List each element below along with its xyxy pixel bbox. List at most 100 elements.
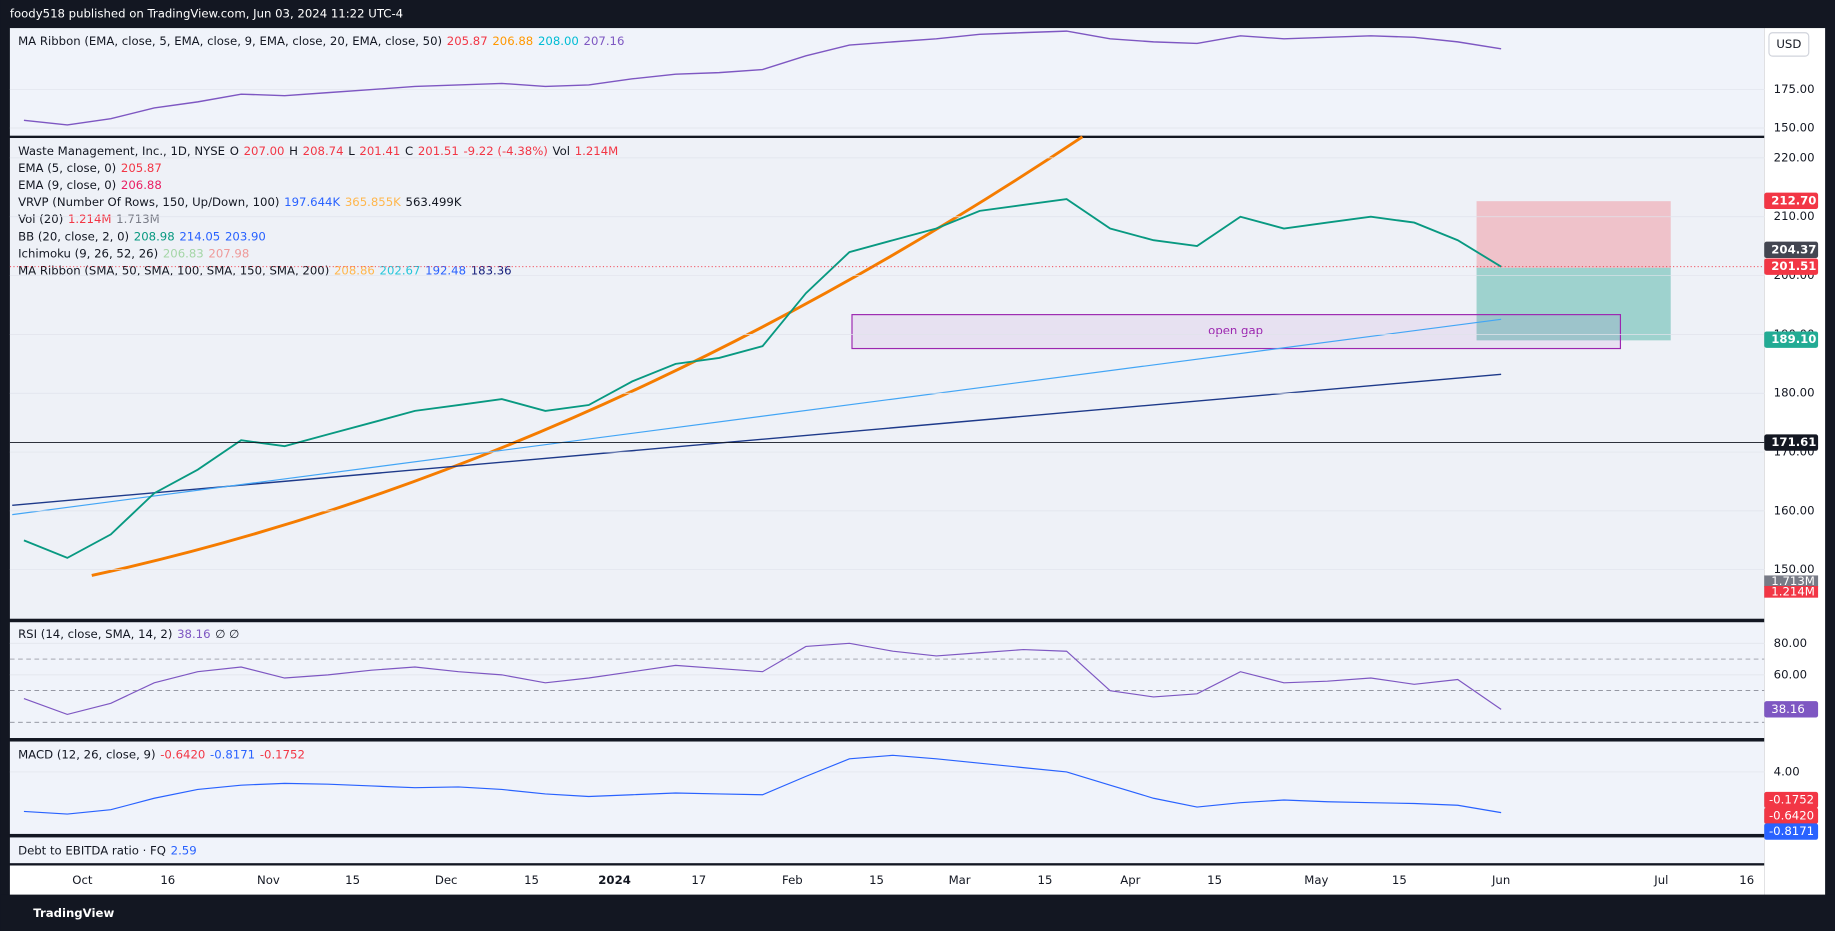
time-label: Oct bbox=[72, 873, 93, 887]
legend-part: 203.90 bbox=[225, 229, 266, 243]
time-label: 15 bbox=[345, 873, 360, 887]
volume-tag-label: 1.214M bbox=[1771, 584, 1815, 598]
legend-part: 563.499K bbox=[406, 195, 462, 209]
legend-part: 183.36 bbox=[471, 263, 512, 277]
legend-part: -0.6420 bbox=[160, 747, 205, 761]
legend-line: EMA (9, close, 0) 206.88 bbox=[18, 178, 162, 192]
legend-part: 1.214M bbox=[68, 212, 112, 226]
rsi-line bbox=[23, 642, 1502, 716]
macd-tag-label: -0.1752 bbox=[1769, 793, 1814, 807]
volume-tag bbox=[1764, 585, 1819, 598]
macd-tag bbox=[1764, 823, 1819, 840]
time-label: Jul bbox=[1653, 873, 1668, 887]
legend-part: ∅ ∅ bbox=[215, 626, 239, 640]
debt-pane bbox=[9, 837, 1765, 864]
time-label: Mar bbox=[949, 873, 971, 887]
legend-part: MA Ribbon (SMA, 50, SMA, 100, SMA, 150, … bbox=[18, 263, 329, 277]
macd-line bbox=[23, 754, 1502, 815]
legend-part: 1.214M bbox=[575, 143, 619, 157]
time-label: 16 bbox=[160, 873, 175, 887]
legend-part: -9.22 (-4.38%) bbox=[463, 143, 547, 157]
legend-part: 365.855K bbox=[345, 195, 401, 209]
y-tick-label: 60.00 bbox=[1774, 667, 1807, 681]
time-axis bbox=[9, 865, 1765, 895]
legend-part: 192.48 bbox=[425, 263, 466, 277]
price-pane bbox=[9, 138, 1765, 619]
legend-part: 206.88 bbox=[121, 178, 162, 192]
legend-part: 208.98 bbox=[134, 229, 175, 243]
legend-line: MACD (12, 26, close, 9) -0.6420 -0.8171 -0.… bbox=[18, 747, 305, 761]
legend-part: L bbox=[348, 143, 355, 157]
time-label: Jun bbox=[1491, 873, 1510, 887]
price-axis bbox=[1764, 28, 1826, 895]
time-label: May bbox=[1304, 873, 1328, 887]
legend-line: Vol (20) 1.214M 1.713M bbox=[18, 212, 160, 226]
legend-part: 207.00 bbox=[244, 143, 285, 157]
legend-line: MA Ribbon (SMA, 50, SMA, 100, SMA, 150, … bbox=[18, 263, 512, 277]
legend-part: C bbox=[405, 143, 413, 157]
price-tag bbox=[1764, 192, 1819, 210]
target-zone bbox=[1476, 267, 1671, 341]
time-label: Dec bbox=[435, 873, 458, 887]
legend-part: Ichimoku (9, 26, 52, 26) bbox=[18, 246, 158, 260]
currency-button[interactable] bbox=[1768, 32, 1810, 57]
legend-part: 207.16 bbox=[584, 33, 625, 47]
legend-part: 206.83 bbox=[163, 246, 204, 260]
legend-part: 38.16 bbox=[177, 626, 210, 640]
sma-150 bbox=[12, 318, 1502, 516]
y-tick-label: 80.00 bbox=[1774, 636, 1807, 650]
price-tag bbox=[1764, 331, 1819, 348]
legend-line: EMA (5, close, 0) 205.87 bbox=[18, 160, 162, 174]
price-tag bbox=[1764, 258, 1819, 275]
legend-part: 208.86 bbox=[334, 263, 375, 277]
time-label: 15 bbox=[1392, 873, 1407, 887]
legend-part: MA Ribbon (EMA, close, 5, EMA, close, 9,… bbox=[18, 33, 442, 47]
y-tick-label: 4.00 bbox=[1774, 764, 1800, 778]
legend-part: MACD (12, 26, close, 9) bbox=[18, 747, 155, 761]
time-label: 16 bbox=[1739, 873, 1754, 887]
y-tick-label: 180.00 bbox=[1774, 386, 1815, 400]
legend-part: 207.98 bbox=[208, 246, 249, 260]
y-tick-label: 210.00 bbox=[1774, 209, 1815, 223]
rsi-pane bbox=[9, 622, 1765, 739]
price-tag-label: 204.37 bbox=[1771, 242, 1816, 256]
ma-pane bbox=[9, 28, 1765, 136]
gap-annotation: open gap bbox=[1208, 323, 1263, 337]
price-tag-label: 212.70 bbox=[1771, 193, 1816, 207]
price-tag bbox=[1764, 241, 1819, 259]
legend-part: EMA (9, close, 0) bbox=[18, 178, 116, 192]
price-tag-label: 201.51 bbox=[1771, 259, 1816, 273]
stop-zone bbox=[1476, 201, 1671, 268]
macd-tag bbox=[1764, 791, 1819, 809]
macd-tag-label: -0.8171 bbox=[1769, 824, 1814, 838]
time-label: 15 bbox=[1038, 873, 1053, 887]
legend-part: 208.00 bbox=[538, 33, 579, 47]
rsi-tag bbox=[1764, 701, 1819, 718]
macd-pane bbox=[9, 741, 1765, 834]
macd-tag-label: -0.6420 bbox=[1769, 808, 1814, 822]
rsi-tag-label: 38.16 bbox=[1771, 702, 1804, 716]
y-tick-label: 150.00 bbox=[1774, 120, 1815, 134]
legend-part: VRVP (Number Of Rows, 150, Up/Down, 100) bbox=[18, 195, 279, 209]
ma-ribbon-line bbox=[23, 30, 1502, 126]
time-label: 2024 bbox=[598, 873, 631, 887]
legend-line: VRVP (Number Of Rows, 150, Up/Down, 100)… bbox=[18, 195, 462, 209]
legend-line: RSI (14, close, SMA, 14, 2) 38.16 ∅ ∅ bbox=[18, 626, 239, 640]
footer bbox=[0, 894, 1835, 931]
time-label: 15 bbox=[524, 873, 539, 887]
legend-line: MA Ribbon (EMA, close, 5, EMA, close, 9,… bbox=[18, 33, 624, 47]
legend-part: H bbox=[289, 143, 298, 157]
legend-part: 214.05 bbox=[179, 229, 220, 243]
legend-part: 206.88 bbox=[492, 33, 533, 47]
y-tick-label: 220.00 bbox=[1774, 150, 1815, 164]
currency: USD bbox=[1776, 37, 1801, 51]
legend-part: 205.87 bbox=[121, 160, 162, 174]
legend-part: 202.67 bbox=[380, 263, 421, 277]
time-label: 17 bbox=[691, 873, 706, 887]
price-tag bbox=[1764, 434, 1819, 451]
y-tick-label: 175.00 bbox=[1774, 82, 1815, 96]
legend-line: Debt to EBITDA ratio · FQ 2.59 bbox=[18, 843, 197, 857]
volume-tag bbox=[1764, 575, 1819, 588]
